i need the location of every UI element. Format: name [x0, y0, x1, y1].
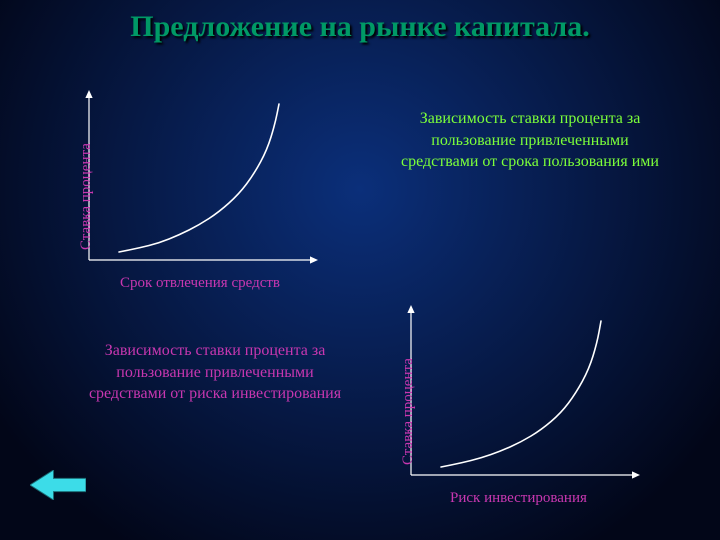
chart1-ylabel: Ставка процента: [78, 143, 95, 250]
chart2-xlabel: Риск инвестирования: [450, 490, 587, 507]
page-title: Предложение на рынке капитала.: [0, 10, 720, 43]
chart-term-vs-rate: [83, 90, 318, 270]
slide: Предложение на рынке капитала. Ставка пр…: [0, 0, 720, 540]
chart-risk-vs-rate: [405, 305, 640, 485]
note-term: Зависимость ставки процента за пользован…: [400, 108, 660, 173]
chart1-xlabel: Срок отвлечения средств: [120, 275, 280, 292]
back-arrow-icon[interactable]: [30, 470, 86, 500]
note-risk: Зависимость ставки процента за пользован…: [85, 340, 345, 405]
chart2-ylabel: Ставка процента: [400, 358, 417, 465]
